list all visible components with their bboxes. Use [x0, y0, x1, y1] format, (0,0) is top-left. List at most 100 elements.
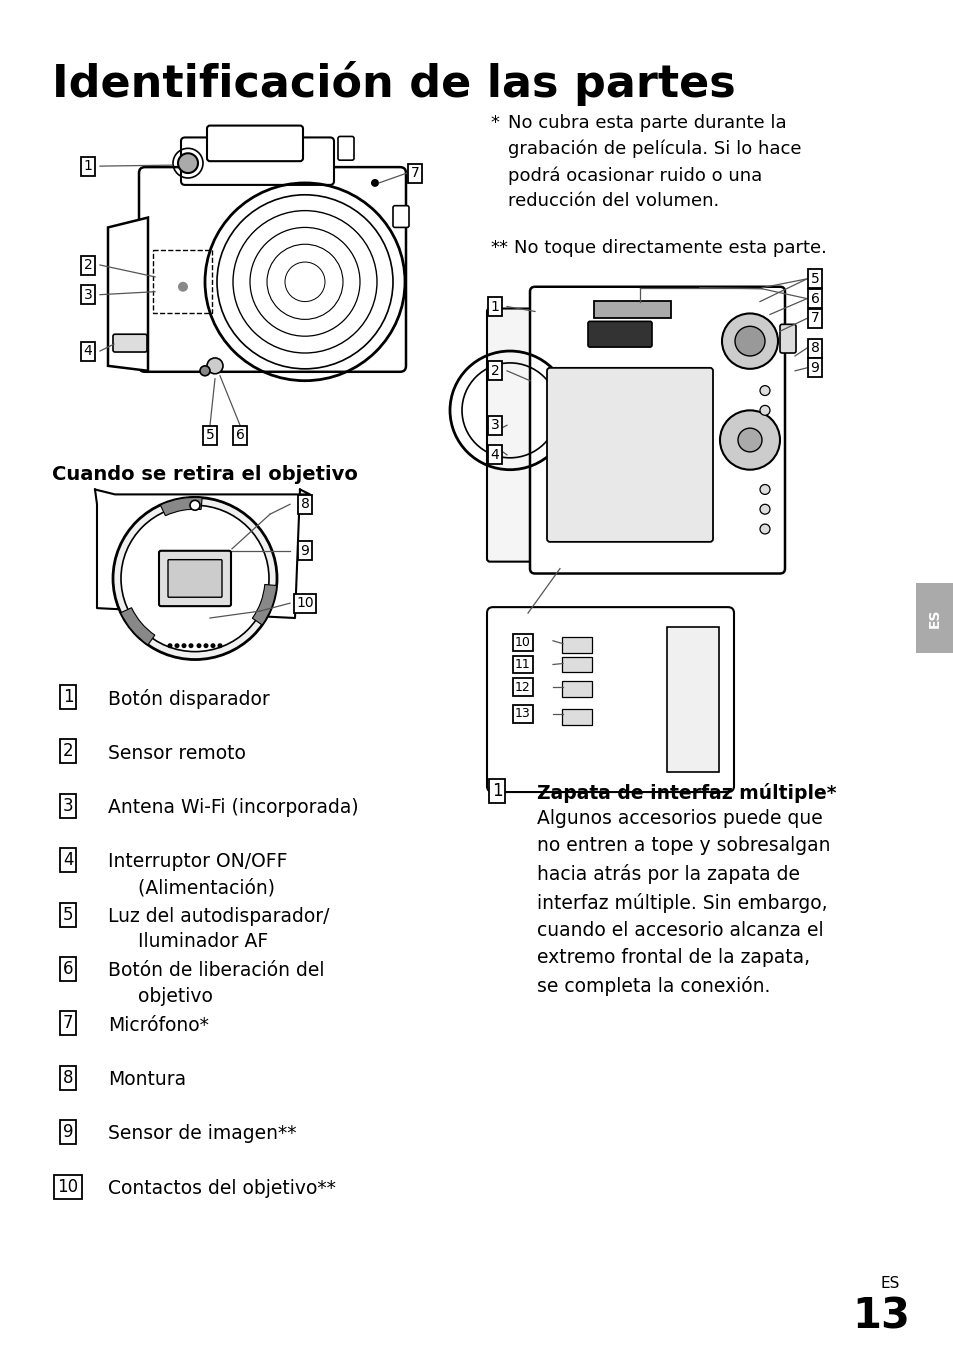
Circle shape: [760, 386, 769, 395]
FancyBboxPatch shape: [393, 206, 409, 227]
Circle shape: [181, 643, 186, 648]
Text: 9: 9: [63, 1123, 73, 1141]
Text: 8: 8: [300, 498, 309, 511]
Text: Cuando se retira el objetivo: Cuando se retira el objetivo: [52, 465, 357, 484]
Text: 5: 5: [810, 272, 819, 286]
FancyBboxPatch shape: [139, 167, 406, 371]
Text: Zapata de interfaz múltiple*: Zapata de interfaz múltiple*: [537, 783, 836, 803]
Text: Identificación de las partes: Identificación de las partes: [52, 62, 735, 106]
Text: 1: 1: [491, 781, 502, 800]
FancyBboxPatch shape: [780, 324, 795, 352]
Text: 13: 13: [515, 707, 530, 721]
Text: 8: 8: [810, 342, 819, 355]
Circle shape: [720, 410, 780, 469]
Text: 7: 7: [410, 165, 419, 180]
Circle shape: [189, 643, 193, 648]
Text: 6: 6: [235, 428, 244, 443]
Text: Contactos del objetivo**: Contactos del objetivo**: [108, 1178, 335, 1197]
Wedge shape: [253, 585, 276, 625]
FancyBboxPatch shape: [666, 627, 719, 772]
Text: *: *: [490, 114, 498, 132]
Text: 1: 1: [84, 159, 92, 174]
Circle shape: [217, 643, 222, 648]
FancyBboxPatch shape: [112, 334, 147, 352]
Text: Luz del autodisparador/
     Iluminador AF: Luz del autodisparador/ Iluminador AF: [108, 907, 329, 951]
Text: Antena Wi-Fi (incorporada): Antena Wi-Fi (incorporada): [108, 798, 358, 816]
Text: 2: 2: [490, 363, 498, 378]
Circle shape: [734, 327, 764, 356]
Text: 11: 11: [515, 658, 530, 671]
FancyBboxPatch shape: [486, 607, 733, 792]
Wedge shape: [121, 608, 154, 644]
Circle shape: [207, 358, 223, 374]
Text: 6: 6: [63, 960, 73, 978]
Text: 3: 3: [84, 288, 92, 301]
Text: 9: 9: [810, 360, 819, 375]
Circle shape: [178, 153, 198, 174]
Text: Interruptor ON/OFF
     (Alimentación): Interruptor ON/OFF (Alimentación): [108, 853, 287, 897]
Circle shape: [760, 504, 769, 514]
FancyBboxPatch shape: [546, 367, 712, 542]
Text: ES: ES: [880, 1275, 899, 1291]
FancyBboxPatch shape: [587, 321, 651, 347]
Text: 12: 12: [515, 681, 530, 694]
Circle shape: [121, 506, 269, 651]
Text: **: **: [490, 239, 507, 257]
Circle shape: [211, 643, 215, 648]
Polygon shape: [108, 218, 148, 371]
Text: 4: 4: [84, 344, 92, 358]
Circle shape: [760, 484, 769, 495]
Text: 3: 3: [490, 418, 498, 432]
FancyBboxPatch shape: [915, 584, 953, 652]
Text: 2: 2: [84, 258, 92, 272]
Text: 10: 10: [295, 596, 314, 611]
Text: 5: 5: [206, 428, 214, 443]
FancyBboxPatch shape: [207, 125, 303, 161]
Text: 5: 5: [63, 905, 73, 924]
Circle shape: [721, 313, 778, 369]
Text: 7: 7: [810, 312, 819, 325]
Circle shape: [203, 643, 209, 648]
Circle shape: [738, 428, 761, 452]
Text: 4: 4: [490, 448, 498, 461]
Circle shape: [371, 179, 378, 187]
FancyBboxPatch shape: [594, 300, 670, 319]
Text: 1: 1: [63, 689, 73, 706]
Text: 13: 13: [851, 1295, 909, 1337]
Text: 3: 3: [63, 796, 73, 815]
Text: 8: 8: [63, 1069, 73, 1087]
Text: Botón disparador: Botón disparador: [108, 689, 270, 709]
FancyBboxPatch shape: [159, 550, 231, 607]
Circle shape: [168, 643, 172, 648]
Circle shape: [112, 498, 276, 659]
FancyBboxPatch shape: [181, 137, 334, 184]
FancyBboxPatch shape: [561, 709, 592, 725]
Text: Micrófono*: Micrófono*: [108, 1015, 209, 1034]
Text: 1: 1: [490, 300, 499, 313]
Text: 2: 2: [63, 742, 73, 760]
Text: Sensor de imagen**: Sensor de imagen**: [108, 1124, 296, 1143]
Wedge shape: [160, 498, 202, 515]
FancyBboxPatch shape: [337, 136, 354, 160]
Circle shape: [760, 405, 769, 416]
FancyBboxPatch shape: [486, 308, 542, 562]
Text: 7: 7: [63, 1014, 73, 1033]
Text: Sensor remoto: Sensor remoto: [108, 744, 246, 763]
Circle shape: [760, 525, 769, 534]
Text: 10: 10: [57, 1178, 78, 1196]
Text: 10: 10: [515, 636, 531, 650]
Text: No cubra esta parte durante la
grabación de película. Si lo hace
podrá ocasionar: No cubra esta parte durante la grabación…: [507, 114, 801, 210]
Text: 6: 6: [810, 292, 819, 305]
Text: No toque directamente esta parte.: No toque directamente esta parte.: [514, 239, 826, 257]
FancyBboxPatch shape: [561, 656, 592, 672]
Text: 9: 9: [300, 543, 309, 558]
Circle shape: [200, 366, 210, 375]
Circle shape: [190, 500, 200, 510]
Circle shape: [174, 643, 179, 648]
Text: 4: 4: [63, 851, 73, 869]
Circle shape: [196, 643, 201, 648]
Text: Montura: Montura: [108, 1069, 186, 1089]
FancyBboxPatch shape: [530, 286, 784, 573]
Text: Algunos accesorios puede que
no entren a tope y sobresalgan
hacia atrás por la z: Algunos accesorios puede que no entren a…: [537, 808, 830, 997]
FancyBboxPatch shape: [168, 560, 222, 597]
